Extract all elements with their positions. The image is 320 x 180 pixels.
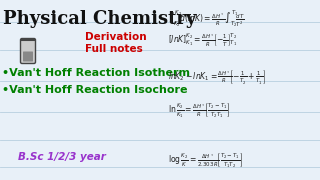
Text: Full notes: Full notes [85,44,143,54]
FancyBboxPatch shape [20,39,36,64]
Text: •Van't Hoff Reaction Isochore: •Van't Hoff Reaction Isochore [2,85,188,95]
Text: Physical Chemistry: Physical Chemistry [3,10,196,28]
Text: $[\mathit{ln}K]_{K_1}^{K_2} = \frac{\Delta H^\circ}{R}\!\left[-\frac{1}{T}\right: $[\mathit{ln}K]_{K_1}^{K_2} = \frac{\Del… [168,32,237,49]
Text: B.Sc 1/2/3 year: B.Sc 1/2/3 year [18,152,106,162]
FancyBboxPatch shape [23,51,33,62]
Text: Derivation: Derivation [85,32,147,42]
Text: $\mathrm{log}\,\frac{K_2}{K} = \frac{\Delta H^\circ}{2.303\,R}\!\left[\frac{T_2-: $\mathrm{log}\,\frac{K_2}{K} = \frac{\De… [168,152,243,170]
Text: $\int_{K_2}^{K_1}\!d(\mathit{ln}K) = \frac{\Delta H^\circ}{R}\int_{T_2}^{T_1}\!\: $\int_{K_2}^{K_1}\!d(\mathit{ln}K) = \fr… [168,8,245,29]
Text: $\mathit{ln}K_2 - \mathit{ln}K_1 = \frac{\Delta H^\circ}{R}\!\left[-\frac{1}{T_2: $\mathit{ln}K_2 - \mathit{ln}K_1 = \frac… [168,68,266,86]
Text: •Van't Hoff Reaction Isotherm: •Van't Hoff Reaction Isotherm [2,68,190,78]
Text: $\mathrm{ln}\,\frac{K_2}{K_1} = \frac{\Delta H^\circ}{R}\!\left[\frac{T_2-T_1}{T: $\mathrm{ln}\,\frac{K_2}{K_1} = \frac{\D… [168,102,231,120]
